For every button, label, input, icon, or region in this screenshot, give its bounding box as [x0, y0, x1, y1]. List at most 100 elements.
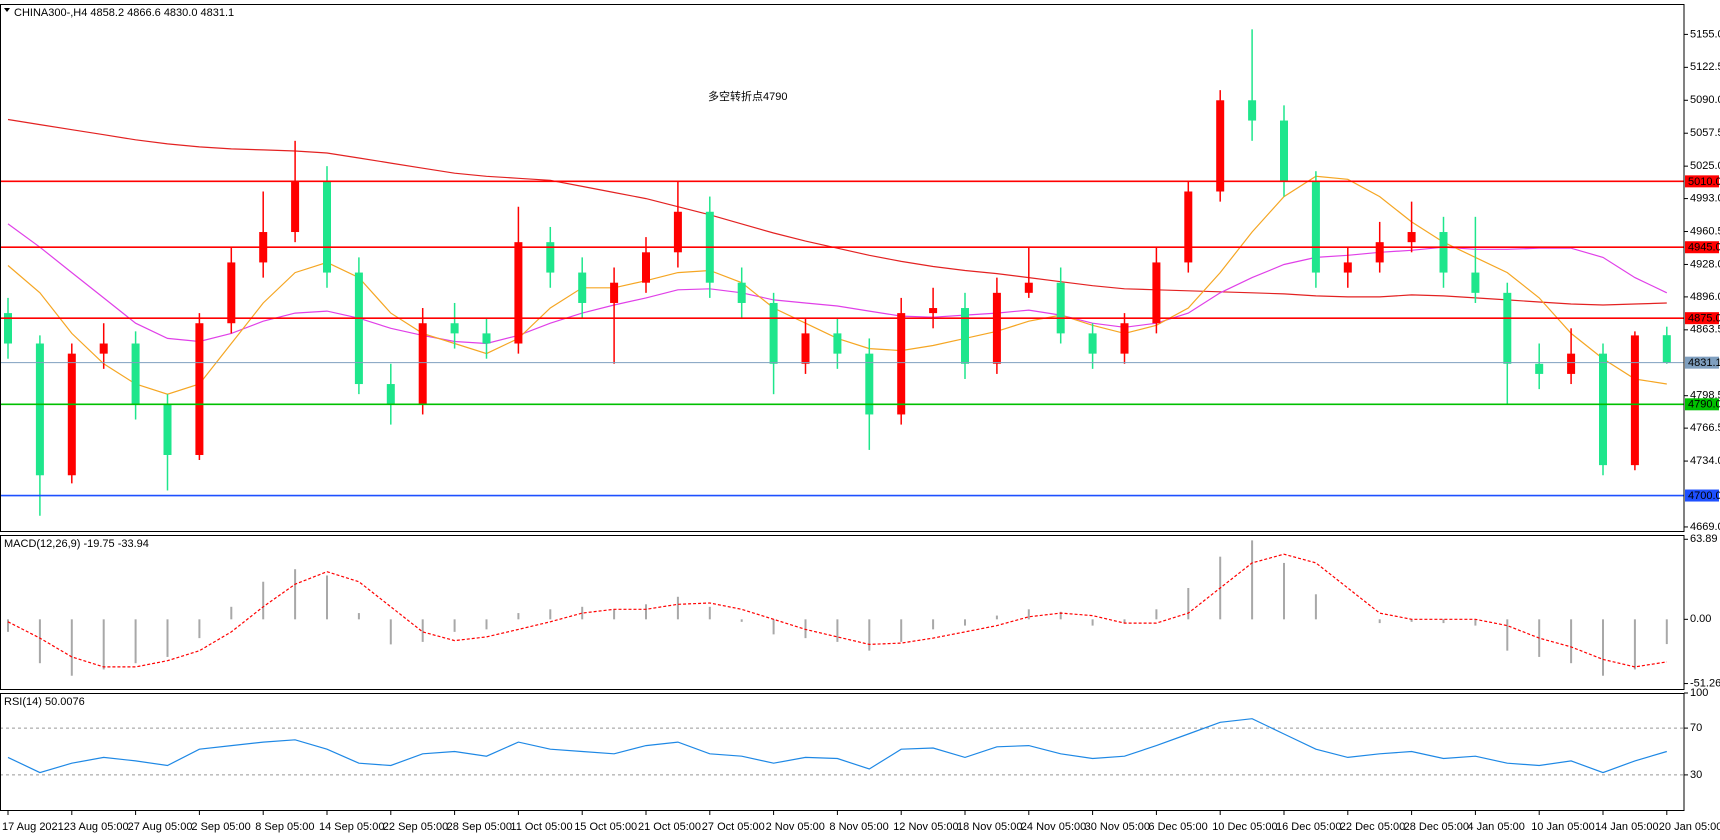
candle-body: [514, 242, 523, 344]
candle-body: [961, 308, 969, 364]
candle-body: [801, 333, 810, 364]
y-tick-label: 5090.0: [1690, 94, 1720, 106]
level-tag: [1685, 241, 1719, 254]
candle-body: [1280, 120, 1288, 182]
candle-body: [67, 353, 76, 476]
candle-body: [1439, 232, 1448, 273]
x-tick-label: 4 Jan 05:00: [1467, 821, 1525, 833]
candle-body: [418, 323, 427, 405]
x-tick-label: 30 Nov 05:00: [1085, 821, 1150, 833]
y-tick-label: 30: [1690, 769, 1702, 781]
x-tick-label: 6 Dec 05:00: [1148, 821, 1207, 833]
panel-title: CHINA300-,H4 4858.2 4866.6 4830.0 4831.1: [14, 7, 234, 19]
x-tick-label: 21 Oct 05:00: [638, 821, 701, 833]
candle-body: [1056, 282, 1065, 334]
x-tick-label: 27 Oct 05:00: [702, 821, 765, 833]
x-tick-label: 18 Nov 05:00: [957, 821, 1022, 833]
macd-signal: [7, 553, 1667, 668]
x-tick-label: 28 Sep 05:00: [447, 821, 512, 833]
candle-body: [673, 211, 682, 253]
candle-body: [323, 181, 331, 273]
candle-body: [1503, 292, 1512, 364]
y-tick-label: 70: [1690, 722, 1702, 734]
candle-body: [1184, 191, 1193, 263]
x-tick-label: 16 Dec 05:00: [1276, 821, 1341, 833]
level-tag: [1685, 356, 1719, 369]
y-tick-label: 4993.0: [1690, 192, 1720, 204]
y-tick-label: 100: [1690, 687, 1708, 699]
candle-body: [482, 333, 491, 344]
x-tick-label: 17 Aug 2021: [2, 821, 64, 833]
level-label: 4831.1: [1688, 357, 1720, 369]
y-tick-label: 4669.0: [1690, 521, 1720, 533]
x-tick-label: 28 Dec 05:00: [1404, 821, 1469, 833]
panel-title: MACD(12,26,9) -19.75 -33.94: [4, 538, 149, 550]
candle-body: [163, 404, 172, 455]
x-tick-label: 15 Oct 05:00: [574, 821, 637, 833]
x-tick-label: 10 Dec 05:00: [1212, 821, 1277, 833]
candle-body: [450, 323, 459, 334]
level-tag: [1685, 489, 1719, 502]
candle-body: [546, 242, 555, 273]
moving-average: [7, 223, 1668, 345]
panel-frame: [0, 4, 1685, 532]
y-tick-label: 4863.5: [1690, 324, 1720, 336]
x-tick-label: 10 Jan 05:00: [1531, 821, 1595, 833]
candle-body: [354, 272, 363, 385]
candle-body: [769, 302, 778, 364]
candle-body: [865, 353, 874, 415]
candle-body: [1407, 232, 1416, 243]
y-tick-label: 4960.5: [1690, 225, 1720, 237]
candle-body: [1120, 323, 1129, 354]
candle-body: [131, 343, 140, 405]
candle-body: [35, 343, 44, 476]
x-tick-label: 12 Nov 05:00: [893, 821, 958, 833]
x-tick-label: 2 Sep 05:00: [191, 821, 250, 833]
candle-body: [195, 323, 204, 455]
candle-body: [642, 252, 650, 283]
x-tick-label: 14 Jan 05:00: [1595, 821, 1659, 833]
y-tick-label: 63.89: [1690, 533, 1718, 545]
candle-body: [833, 333, 842, 354]
candle-body: [291, 181, 300, 233]
y-tick-label: 5025.0: [1690, 160, 1720, 172]
x-tick-label: 8 Nov 05:00: [829, 821, 888, 833]
candle-body: [99, 343, 108, 354]
candle-body: [1471, 272, 1480, 293]
level-tag: [1685, 398, 1719, 411]
panel-frame: [0, 535, 1685, 690]
level-label: 4700.0: [1688, 490, 1720, 502]
x-tick-label: 22 Sep 05:00: [383, 821, 448, 833]
level-label: 5010.0: [1688, 176, 1720, 188]
annotation: 多空转折点4790: [708, 89, 787, 103]
candle-body: [1248, 100, 1257, 121]
candle-body: [1088, 333, 1097, 354]
y-tick-label: 0.00: [1690, 613, 1711, 625]
y-tick-label: -51.26: [1690, 677, 1720, 689]
level-tag: [1685, 312, 1719, 325]
candle-body: [897, 313, 906, 415]
candle-body: [737, 282, 746, 303]
x-tick-label: 22 Dec 05:00: [1340, 821, 1405, 833]
candle-body: [929, 308, 938, 314]
candle-body: [1375, 242, 1384, 263]
candle-body: [1630, 335, 1639, 466]
candle-body: [1567, 353, 1576, 374]
menu-arrow[interactable]: [4, 8, 10, 12]
candle-body: [992, 292, 1001, 364]
panel-title: RSI(14) 50.0076: [4, 696, 85, 708]
candle-body: [227, 262, 236, 324]
candle-body: [1343, 262, 1352, 273]
rsi-line: [7, 718, 1667, 774]
level-tag: [1685, 175, 1719, 188]
candle-body: [4, 313, 12, 344]
candle-body: [1311, 181, 1320, 273]
candle-body: [1152, 262, 1161, 324]
x-tick-label: 24 Nov 05:00: [1021, 821, 1086, 833]
level-label: 4875.0: [1688, 313, 1720, 325]
moving-average: [7, 118, 1667, 306]
level-label: 4945.0: [1688, 242, 1720, 254]
x-tick-label: 27 Aug 05:00: [128, 821, 193, 833]
